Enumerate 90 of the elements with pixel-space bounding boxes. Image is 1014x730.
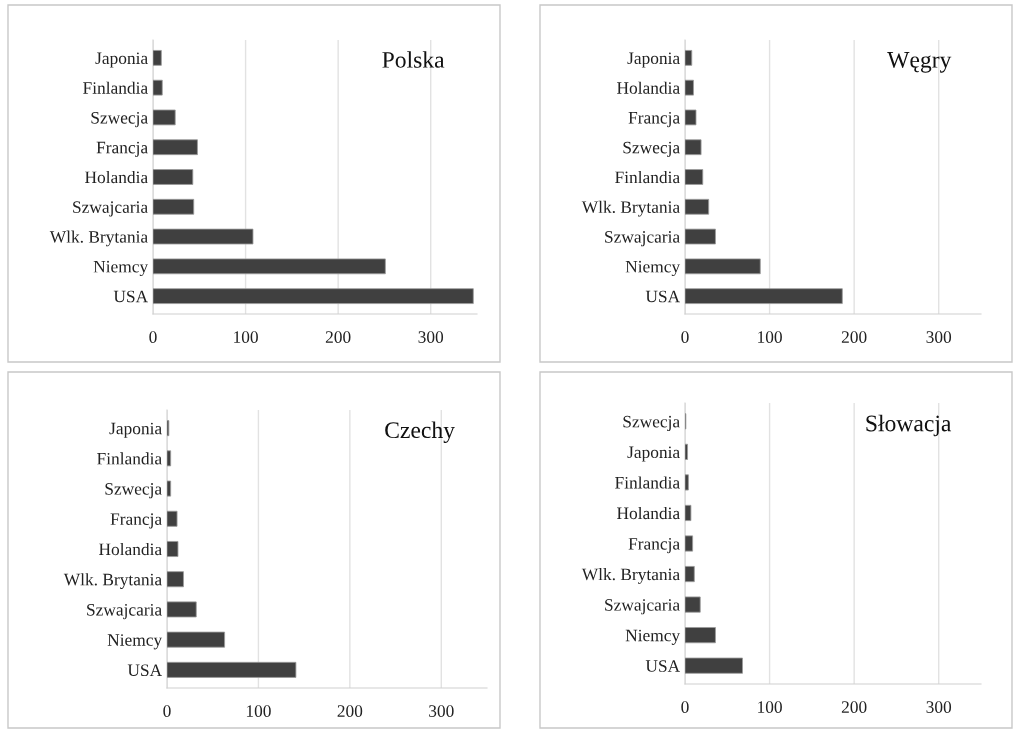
x-tick-label: 0 — [681, 701, 689, 713]
bar — [167, 601, 197, 618]
y-tick-label: USA — [127, 664, 163, 677]
y-tick-label: Szwecja — [623, 415, 680, 432]
x-tick-label: 200 — [841, 331, 867, 343]
bar — [153, 139, 198, 156]
chart-title: Słowacja — [866, 414, 952, 437]
bar — [685, 504, 692, 522]
y-tick-label: Japonia — [109, 422, 162, 438]
y-tick-label: Japonia — [627, 52, 680, 68]
chart-title: Czechy — [385, 421, 455, 443]
bar — [685, 535, 694, 552]
x-tick-label: 100 — [246, 705, 271, 717]
y-tick-label: Japonia — [95, 52, 148, 68]
y-tick-label: Japonia — [627, 446, 680, 462]
x-tick-label: 0 — [681, 331, 689, 343]
bar — [685, 596, 701, 613]
x-tick-label: 300 — [418, 331, 444, 343]
y-tick-label: Szwajcaria — [73, 201, 148, 217]
bar — [685, 258, 761, 275]
y-tick-label: Szwajcaria — [605, 231, 680, 247]
bar — [153, 79, 163, 96]
y-tick-label: Francja — [110, 513, 162, 529]
bar — [685, 50, 693, 66]
y-tick-label: Francja — [96, 141, 148, 157]
y-tick-label: Niemcy — [625, 629, 681, 645]
x-tick-label: 300 — [429, 705, 454, 717]
y-tick-label: Szwajcaria — [605, 599, 680, 615]
y-tick-label: USA — [645, 290, 681, 303]
bar — [167, 480, 172, 497]
bar — [685, 79, 694, 96]
bar — [153, 228, 254, 245]
bar — [167, 661, 297, 678]
bar — [153, 50, 162, 66]
bar — [685, 139, 702, 156]
y-tick-label: Wlk. Brytania — [581, 568, 680, 584]
bar — [685, 169, 704, 185]
y-tick-label: Francja — [628, 538, 680, 554]
y-tick-label: USA — [113, 290, 149, 303]
bar — [685, 627, 716, 644]
y-tick-label: Finlandia — [615, 476, 680, 489]
bar — [153, 288, 474, 304]
y-tick-label: Niemcy — [107, 634, 163, 650]
chart-title: Polska — [382, 51, 445, 68]
y-tick-label: Holandia — [99, 542, 162, 556]
bar — [685, 657, 743, 674]
x-tick-label: 200 — [337, 705, 363, 717]
x-tick-label: 100 — [758, 331, 782, 343]
y-tick-label: Szwecja — [105, 483, 162, 499]
x-tick-label: 100 — [758, 701, 782, 713]
x-tick-label: 200 — [841, 701, 867, 713]
bar — [167, 541, 179, 557]
y-tick-label: Niemcy — [93, 260, 149, 277]
y-tick-label: Holandia — [617, 506, 680, 520]
bar — [685, 109, 697, 126]
bar — [153, 198, 195, 215]
bar — [153, 169, 194, 185]
x-tick-label: 200 — [325, 331, 351, 343]
bar — [685, 198, 710, 215]
y-tick-label: Wlk. Brytania — [581, 200, 680, 217]
x-tick-label: 300 — [926, 331, 952, 343]
bar — [167, 631, 226, 648]
y-tick-label: Finlandia — [615, 170, 680, 184]
bar — [685, 443, 688, 460]
y-tick-label: Finlandia — [97, 452, 162, 465]
bar — [685, 228, 716, 245]
x-tick-label: 100 — [234, 331, 258, 343]
bar — [167, 510, 178, 527]
y-tick-label: Wlk. Brytania — [49, 230, 148, 247]
y-tick-label: Szwecja — [623, 141, 680, 157]
y-tick-label: Holandia — [85, 170, 148, 184]
x-tick-label: 0 — [149, 331, 157, 343]
y-tick-label: Niemcy — [625, 260, 681, 277]
y-tick-label: Szwecja — [91, 111, 148, 128]
y-tick-label: Wlk. Brytania — [63, 573, 162, 589]
bar — [685, 288, 843, 304]
x-tick-label: 300 — [926, 701, 952, 713]
bar — [153, 109, 176, 126]
bar — [167, 571, 184, 588]
chart-title: Węgry — [887, 52, 952, 73]
bar — [685, 565, 695, 583]
y-tick-label: Finlandia — [83, 81, 148, 94]
bar — [153, 258, 386, 275]
x-tick-label: 0 — [163, 705, 171, 717]
y-tick-label: Szwajcaria — [87, 603, 162, 620]
bar — [685, 474, 689, 491]
y-tick-label: Francja — [628, 111, 680, 128]
y-tick-label: Holandia — [617, 81, 680, 94]
bar — [167, 450, 172, 467]
y-tick-label: USA — [645, 660, 681, 672]
